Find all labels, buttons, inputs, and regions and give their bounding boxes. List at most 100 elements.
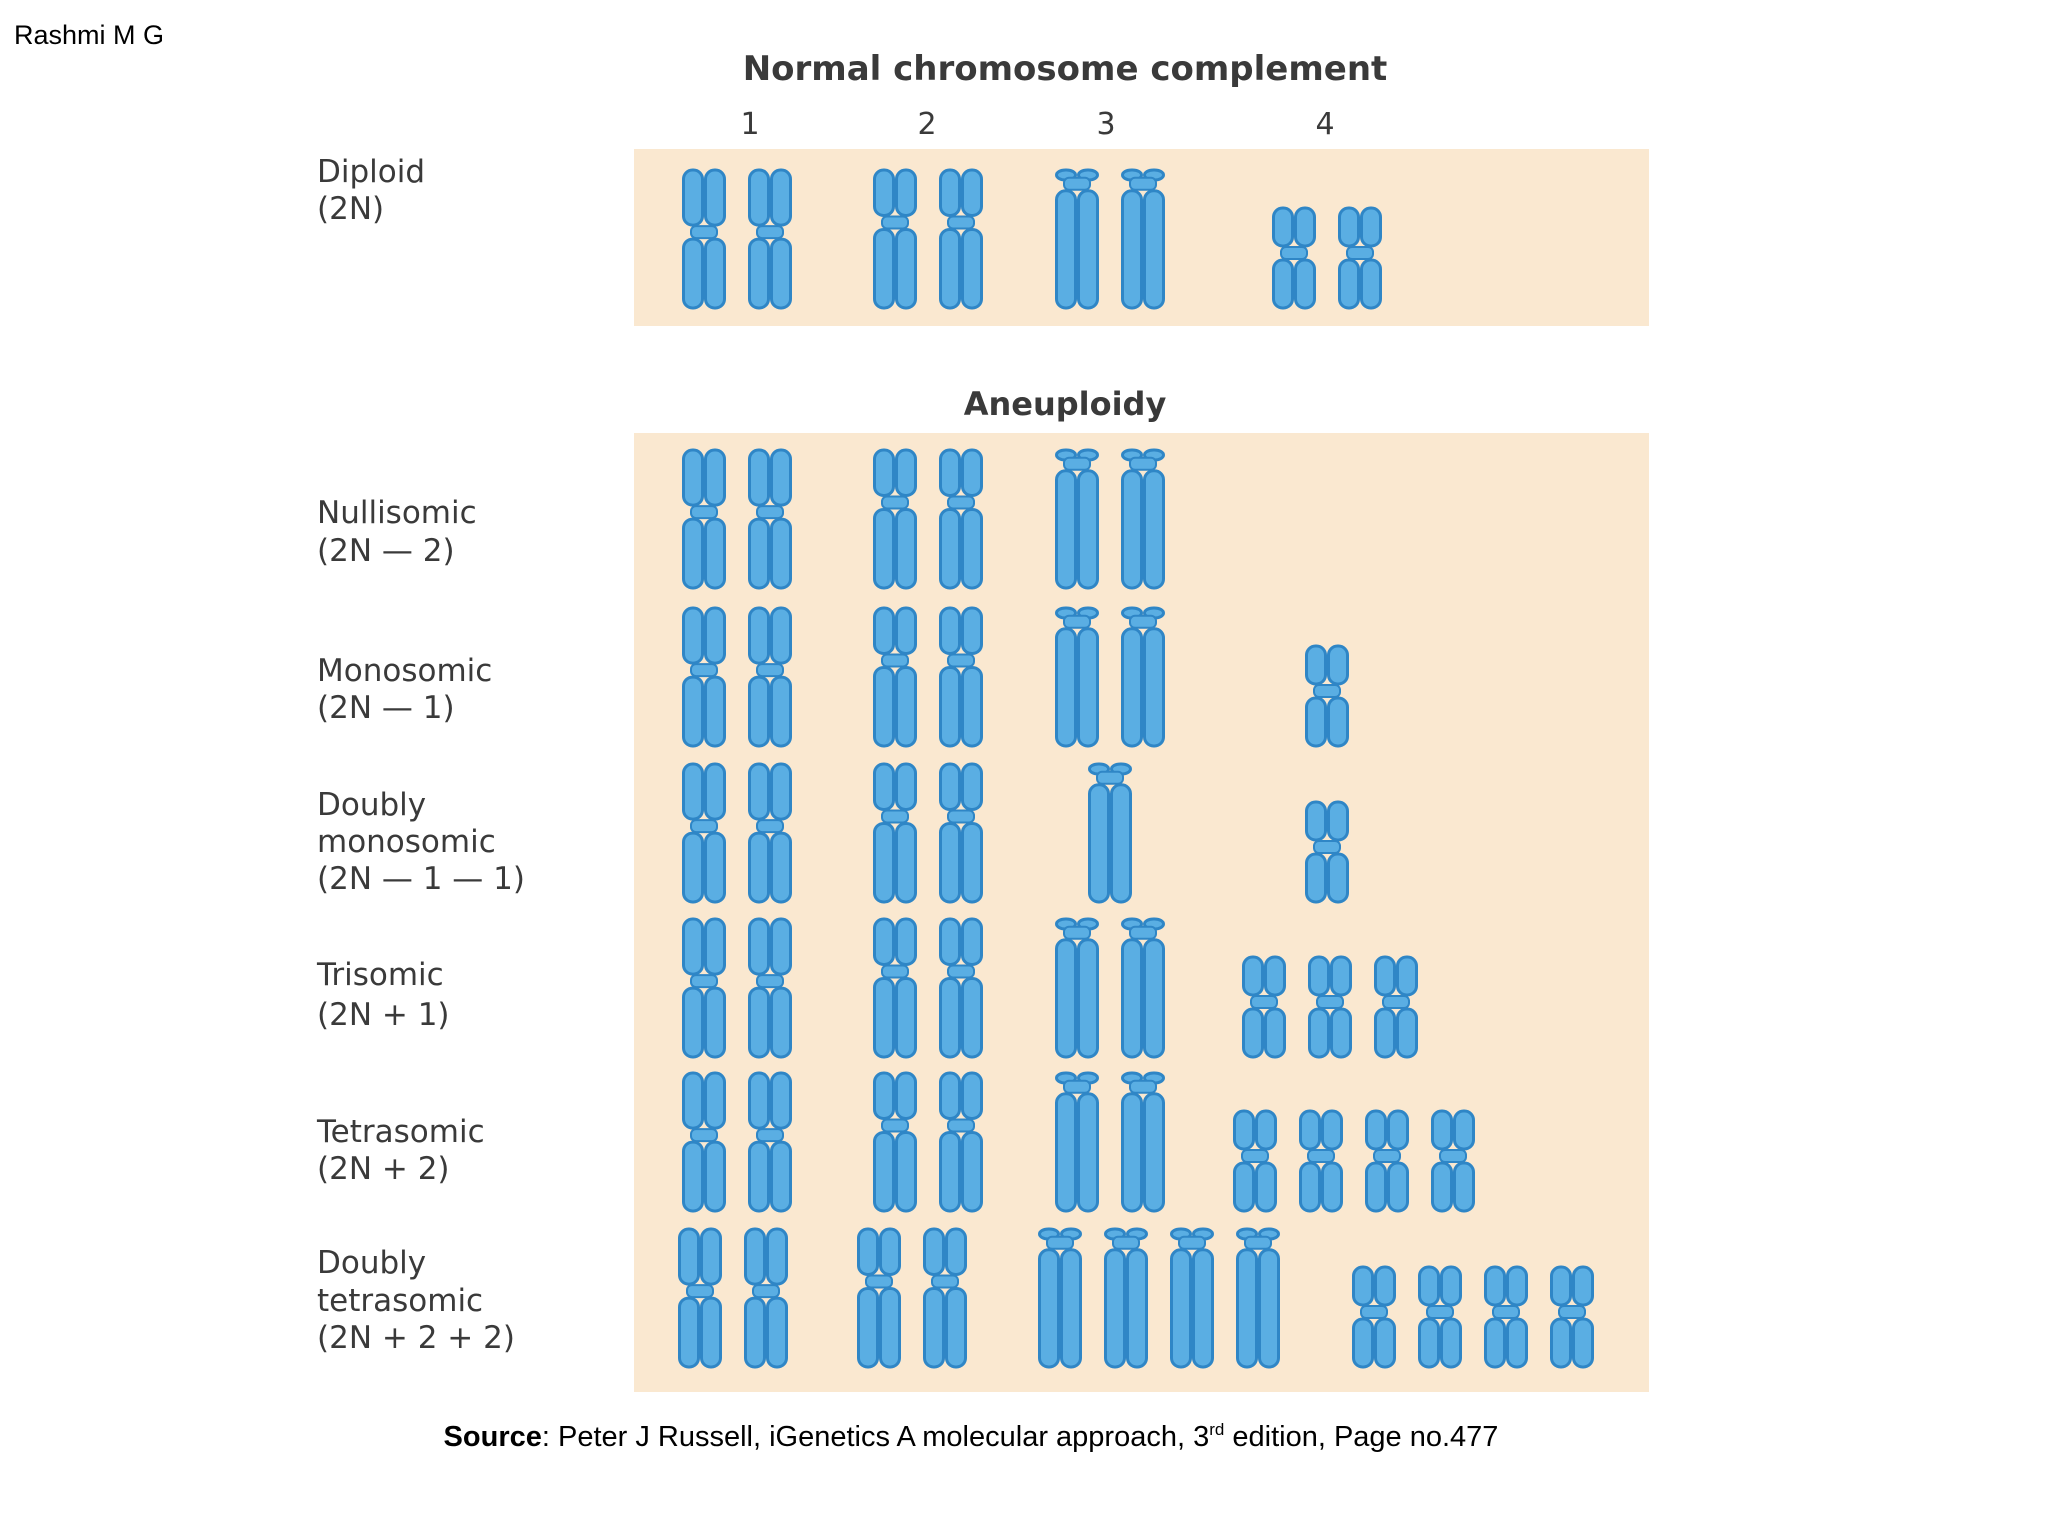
chromatid-arm [961, 227, 983, 310]
chromatid-arm [939, 227, 961, 310]
centromere [1063, 456, 1091, 471]
column-number: 4 [1315, 107, 1334, 142]
chromatid-arm [682, 831, 704, 904]
chromatid-arm [682, 675, 704, 748]
row-label: (2N — 2) [317, 533, 455, 569]
chromatid-arm [770, 517, 792, 590]
chromatid-arm [873, 665, 895, 748]
chromatid-arm [1242, 955, 1264, 997]
source-text: : Peter J Russell, iGenetics A molecular… [542, 1421, 1209, 1453]
chromatid-arm [895, 762, 917, 811]
source-label: Source [444, 1421, 542, 1453]
chromatid-arm [895, 227, 917, 310]
chromatid-arm [748, 517, 770, 590]
row-label: Nullisomic [317, 495, 477, 531]
chromatid-arm [682, 917, 704, 976]
chromatid-arm [770, 237, 792, 310]
centromere [1129, 176, 1157, 191]
row-label: (2N + 2 + 2) [317, 1320, 515, 1356]
chromatid-arm [770, 1071, 792, 1130]
row-label: Doubly [317, 787, 426, 823]
chromatid-arm [939, 1071, 961, 1120]
row-label: Diploid [317, 154, 425, 190]
centromere [1063, 614, 1091, 629]
chromatid-arm [873, 606, 895, 655]
chromatid-arm [770, 831, 792, 904]
centromere [1178, 1235, 1206, 1250]
chromatid-arm [895, 1130, 917, 1213]
chromatid-arm [770, 1140, 792, 1213]
chromatid-arm [879, 1286, 901, 1369]
chromatid-arm [879, 1227, 901, 1276]
chromatid-arm [748, 168, 770, 227]
chromatid-arm [961, 448, 983, 497]
centromere [1280, 246, 1308, 260]
chromatid-arm [1305, 800, 1327, 842]
chromatid-arm [1338, 206, 1360, 248]
chromatid-arm [1121, 938, 1143, 1059]
chromatid-arm [1484, 1317, 1506, 1369]
chromatid-arm [770, 762, 792, 821]
chromatid-arm [857, 1227, 879, 1276]
centromere [1316, 995, 1344, 1009]
chromatid-arm [1327, 696, 1349, 748]
section-title: Aneuploidy [964, 385, 1167, 423]
chromatid-arm [1453, 1109, 1475, 1151]
centromere [690, 505, 718, 520]
chromatid-arm [1418, 1265, 1440, 1307]
chromatid-arm [1077, 1092, 1099, 1213]
chromatid-arm [1374, 1265, 1396, 1307]
chromatid-arm [1305, 696, 1327, 748]
chromatid-arm [1258, 1248, 1280, 1369]
centromere [1346, 246, 1374, 260]
chromatid-arm [961, 507, 983, 590]
chromatid-arm [1055, 1092, 1077, 1213]
row-label: (2N + 1) [317, 997, 450, 1033]
centromere [1373, 1149, 1401, 1163]
chromatid-arm [1143, 938, 1165, 1059]
chromatid-arm [1321, 1109, 1343, 1151]
chromatid-arm [682, 762, 704, 821]
figure-title: Normal chromosome complement [743, 49, 1388, 89]
chromatid-arm [704, 517, 726, 590]
chromatid-arm [1077, 469, 1099, 590]
chromatid-arm [923, 1227, 945, 1276]
chromatid-arm [682, 1140, 704, 1213]
centromere [1112, 1235, 1140, 1250]
centromere [690, 663, 718, 678]
chromatid-arm [770, 917, 792, 976]
chromatid-arm [1233, 1109, 1255, 1151]
chromatid-arm [1360, 206, 1382, 248]
chromatid-arm [939, 606, 961, 655]
chromatid-arm [1396, 1007, 1418, 1059]
chromatid-arm [895, 665, 917, 748]
chromatid-arm [1431, 1109, 1453, 1151]
chromatid-arm [1440, 1317, 1462, 1369]
chromatid-arm [1550, 1265, 1572, 1307]
centromere [1360, 1305, 1388, 1319]
chromatid-arm [1374, 1007, 1396, 1059]
centromere [1096, 770, 1124, 785]
chromatid-arm [1143, 627, 1165, 748]
chromatid-arm [1352, 1317, 1374, 1369]
centromere [1046, 1235, 1074, 1250]
chromatid-arm [1055, 189, 1077, 310]
centromere [1241, 1149, 1269, 1163]
chromatid-arm [1299, 1161, 1321, 1213]
row-label: Trisomic [316, 957, 444, 993]
centromere [1063, 925, 1091, 940]
centromere [1129, 1079, 1157, 1094]
chromatid-arm [1077, 189, 1099, 310]
centromere [1250, 995, 1278, 1009]
chromatid-arm [873, 821, 895, 904]
centromere [756, 974, 784, 989]
chromatid-arm [682, 517, 704, 590]
chromatid-arm [704, 762, 726, 821]
chromatid-arm [939, 665, 961, 748]
chromatid-arm [961, 762, 983, 811]
chromatid-arm [1330, 1007, 1352, 1059]
chromatid-arm [1143, 189, 1165, 310]
chromatid-arm [945, 1227, 967, 1276]
chromatid-arm [873, 1071, 895, 1120]
chromatid-arm [682, 448, 704, 507]
